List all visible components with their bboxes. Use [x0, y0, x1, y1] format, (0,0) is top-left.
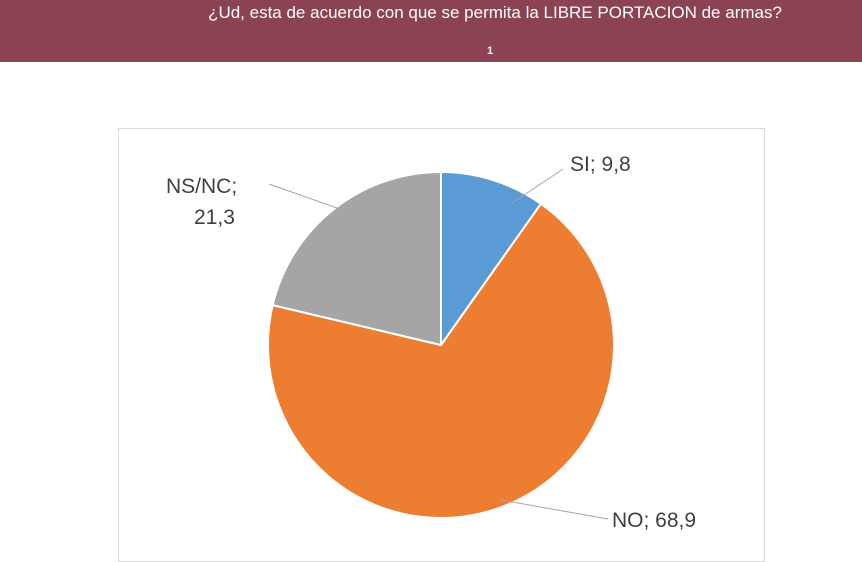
pie-slice-nsnc: [271, 171, 442, 346]
page-number: 1: [487, 45, 494, 57]
pie-chart: SI; 9,8 NO; 68,9 NS/NC; 21,3: [166, 153, 696, 532]
pie-slice-no: [267, 202, 615, 519]
data-label-nsnc-line2: 21,3: [194, 206, 235, 229]
chart-area: SI; 9,8 NO; 68,9 NS/NC; 21,3: [118, 128, 765, 562]
leader-line-nsnc: [268, 183, 338, 209]
leader-line-si: [511, 168, 564, 204]
pie-slice-si: [440, 171, 542, 346]
pie-slices: [267, 171, 615, 519]
header-banner: ¿Ud, esta de acuerdo con que se permita …: [0, 0, 862, 62]
leader-line-no: [500, 499, 609, 520]
data-labels: SI; 9,8 NO; 68,9 NS/NC; 21,3: [166, 153, 696, 532]
data-label-no: NO; 68,9: [612, 509, 696, 532]
leader-lines: [268, 168, 609, 520]
data-label-nsnc-line1: NS/NC;: [166, 175, 237, 198]
data-label-si: SI; 9,8: [570, 153, 631, 176]
page-title: ¿Ud, esta de acuerdo con que se permita …: [208, 3, 782, 22]
